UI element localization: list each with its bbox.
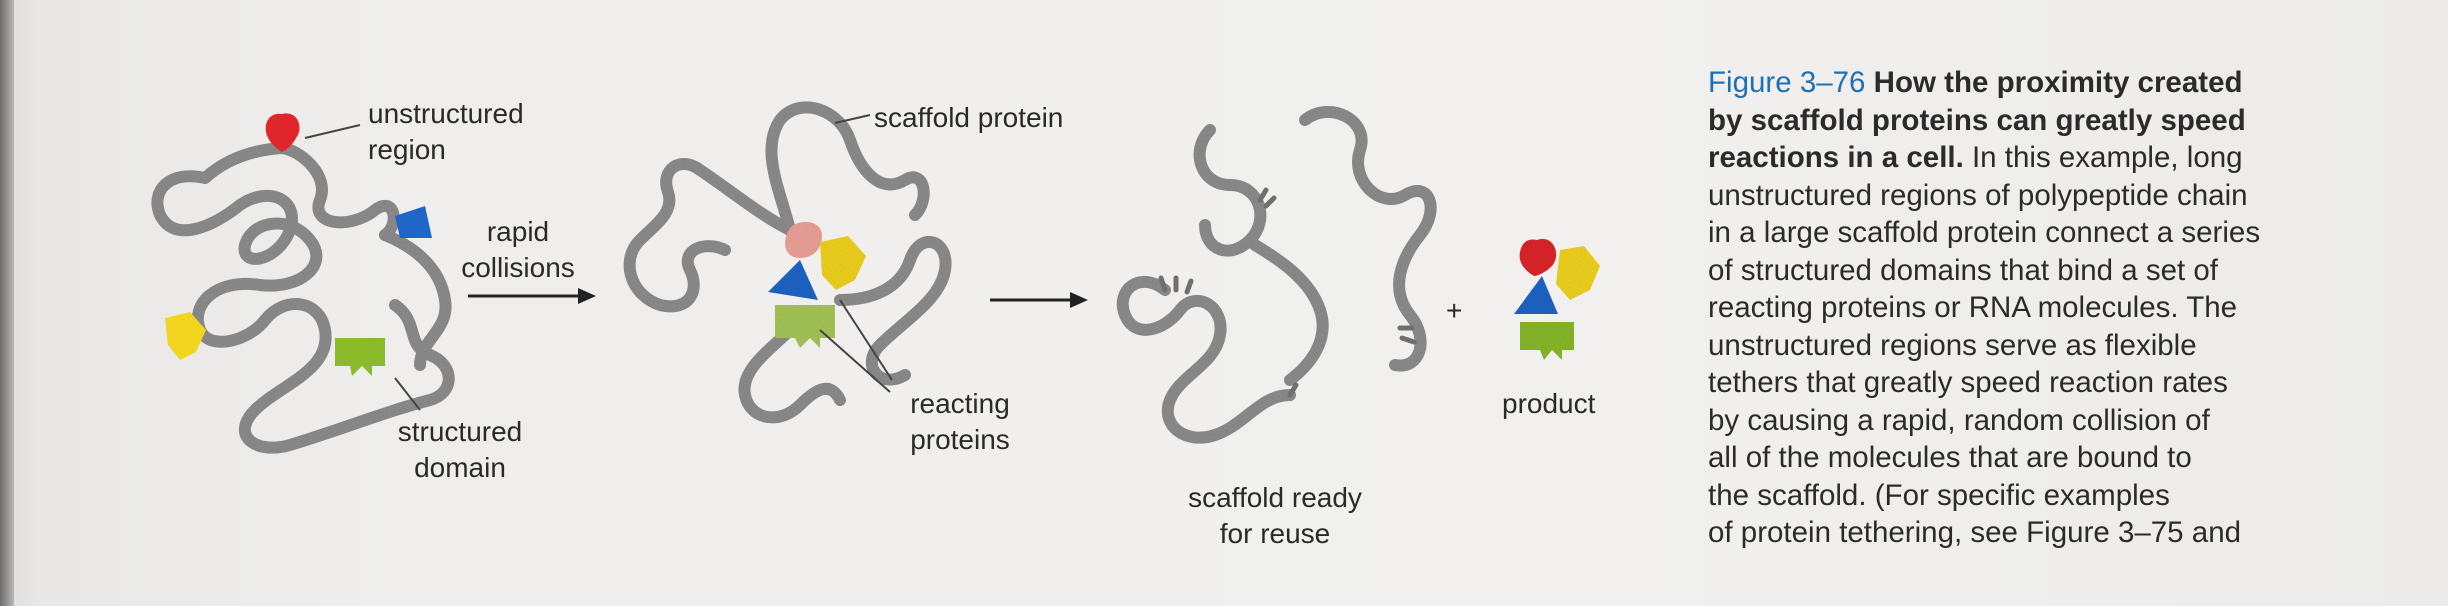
- red-protein: [265, 113, 300, 152]
- scaffold-chain-6: [738, 324, 846, 424]
- green-protein: [775, 305, 835, 348]
- caption-line: Figure 3–76 How the proximity created: [1708, 64, 2408, 102]
- caption-line: reactions in a cell. In this example, lo…: [1708, 139, 2408, 177]
- scaffold-chain-8: [1193, 124, 1267, 257]
- panel-3-scaffold: [1116, 105, 1437, 444]
- figure-caption: Figure 3–76 How the proximity created by…: [1708, 64, 2408, 552]
- caption-line: of structured domains that bind a set of: [1708, 253, 2218, 287]
- arrow-1: [468, 288, 596, 304]
- blue-protein: [1514, 276, 1558, 314]
- rapid-collisions-label: rapid collisions: [458, 214, 578, 286]
- yellow-protein: [820, 236, 866, 290]
- caption-line: unstructured regions of polypeptide chai…: [1708, 178, 2248, 212]
- caption-line: of protein tethering, see Figure 3–75 an…: [1708, 516, 2242, 549]
- reacting-proteins-label: reacting proteins: [880, 386, 1040, 458]
- panel-1-proteins: [165, 113, 432, 376]
- label-line: proteins: [910, 424, 1010, 455]
- caption-line: unstructured regions serve as flexible: [1708, 328, 2197, 362]
- label-line: unstructured: [368, 98, 524, 129]
- caption-line: tethers that greatly speed reaction rate…: [1708, 366, 2228, 399]
- caption-line: reacting proteins or RNA molecules. The: [1708, 291, 2238, 324]
- unstructured-region-label: unstructured region: [368, 96, 524, 168]
- panel-2-proteins: [768, 221, 866, 348]
- product-label: product: [1502, 388, 1596, 419]
- scaffold-chain-11: [1249, 239, 1329, 386]
- scaffold-chain-10: [1299, 105, 1437, 372]
- caption-line: by scaffold proteins can greatly speed: [1708, 103, 2246, 137]
- pink-protein: [785, 221, 822, 258]
- scaffold-chain-5: [765, 101, 930, 236]
- label-line: reacting: [910, 388, 1010, 419]
- panel-3-binding-sites: [1158, 187, 1417, 398]
- scaffold-chain-4: [623, 158, 796, 313]
- label-line: structured: [397, 416, 523, 447]
- label-line: domain: [414, 452, 506, 483]
- yellow-protein: [1556, 246, 1600, 300]
- scaffold-protein-label: scaffold protein: [874, 102, 1064, 133]
- plus-sign: +: [1446, 295, 1463, 326]
- yellow-protein: [165, 312, 206, 360]
- green-protein: [335, 338, 385, 376]
- scaffold-ready-label: scaffold ready for reuse: [1150, 480, 1400, 552]
- caption-body: In this example, long: [1971, 141, 2243, 174]
- panel-1-pointers: [304, 124, 421, 411]
- scaffold-chain-1: [151, 142, 455, 454]
- scaffold-chain-2: [276, 142, 400, 241]
- caption-line: in a large scaffold protein connect a se…: [1708, 216, 2261, 249]
- product: [1514, 238, 1600, 360]
- label-line: scaffold ready: [1188, 482, 1362, 513]
- caption-line: all of the molecules that are bound to: [1708, 441, 2192, 474]
- blue-protein: [768, 260, 818, 300]
- figure-number: Figure 3–76: [1708, 66, 1866, 99]
- arrow-2: [990, 292, 1088, 308]
- red-protein: [1519, 238, 1557, 276]
- caption-line: the scaffold. (For specific examples: [1708, 478, 2170, 512]
- blue-protein: [395, 206, 432, 238]
- structured-domain-label: structured domain: [385, 414, 535, 486]
- scaffold-chain-7: [834, 235, 952, 386]
- panel-2-pointers: [819, 114, 893, 393]
- panel-2-scaffold: [623, 101, 952, 424]
- caption-title: reactions in a cell.: [1708, 141, 1964, 174]
- label-line: region: [368, 134, 446, 165]
- label-line: rapid: [486, 216, 550, 247]
- caption-line: by causing a rapid, random collision of: [1708, 403, 2210, 437]
- label-line: for reuse: [1219, 518, 1331, 549]
- green-protein: [1520, 322, 1574, 360]
- scaffold-chain-3: [379, 229, 452, 371]
- caption-title: How the proximity created: [1873, 66, 2243, 99]
- scaffold-chain-9: [1116, 275, 1296, 444]
- book-spine-shadow: [0, 0, 14, 606]
- label-line: collisions: [461, 252, 575, 283]
- panel-1-scaffold: [151, 142, 455, 454]
